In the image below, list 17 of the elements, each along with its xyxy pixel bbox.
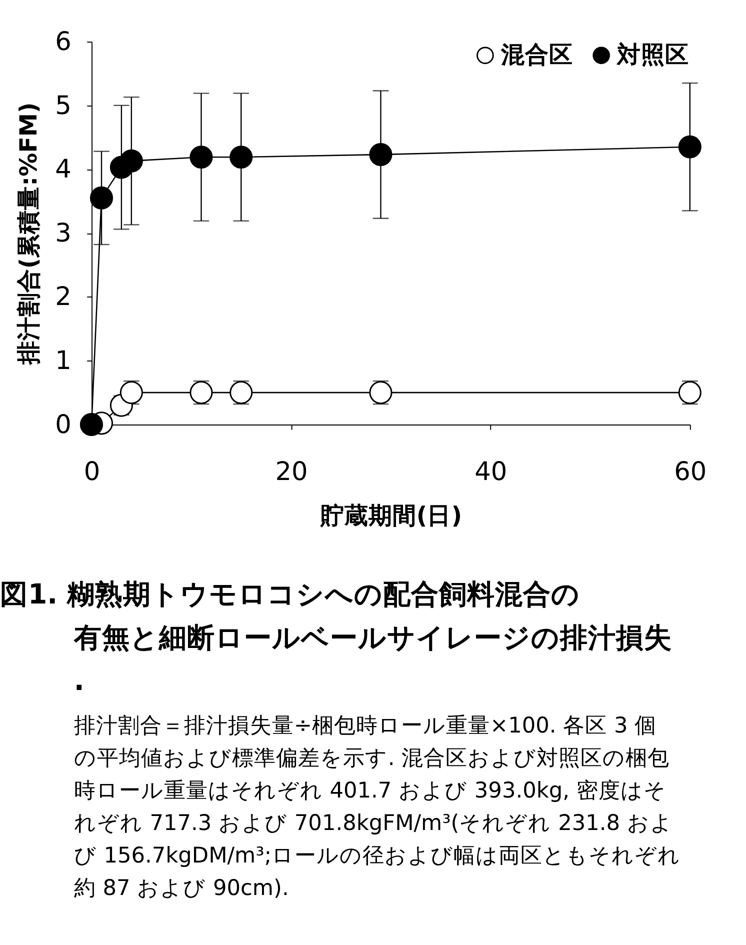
y-tick-label: 4: [55, 154, 72, 185]
x-tick-label: 0: [84, 457, 100, 488]
legend-label: 混合区: [500, 40, 573, 68]
y-tick-label: 6: [55, 26, 72, 57]
legend-label: 対照区: [616, 40, 690, 68]
y-tick-label: 3: [55, 218, 72, 248]
text: 排汁割合＝排汁損失量÷梱包時ロール重量×100. 各区 3 個の平均値および標準偏差を示す. 混合区および対照区の梱包時ロール重量はそれぞれ 401.7 および 393.0kg, 密度はそれぞれ 717.3 および 701.8kgFM/m³(それぞれ 231.8 および 156.7kgDM/m³;ロールの径および幅は両区ともそれぞれ約 87 および 90cm).: [74, 714, 681, 901]
x-axis-title: 貯蔵期間(日): [319, 501, 462, 530]
text: 図1. 糊熟期トウモロコシへの配合飼料混合の有無と細断ロールベールサイレージの排汁損失.: [0, 578, 672, 698]
x-tick-label: 20: [275, 457, 308, 488]
x-tick-label: 60: [674, 457, 707, 488]
y-tick-label: 1: [55, 346, 72, 376]
y-axis-title: 排汁割合(累積量:%FM): [14, 102, 42, 366]
y-tick-label: 2: [55, 282, 72, 312]
x-tick-label: 40: [474, 457, 508, 488]
y-tick-label: 5: [55, 90, 72, 121]
y-tick-label: 0: [55, 410, 72, 440]
